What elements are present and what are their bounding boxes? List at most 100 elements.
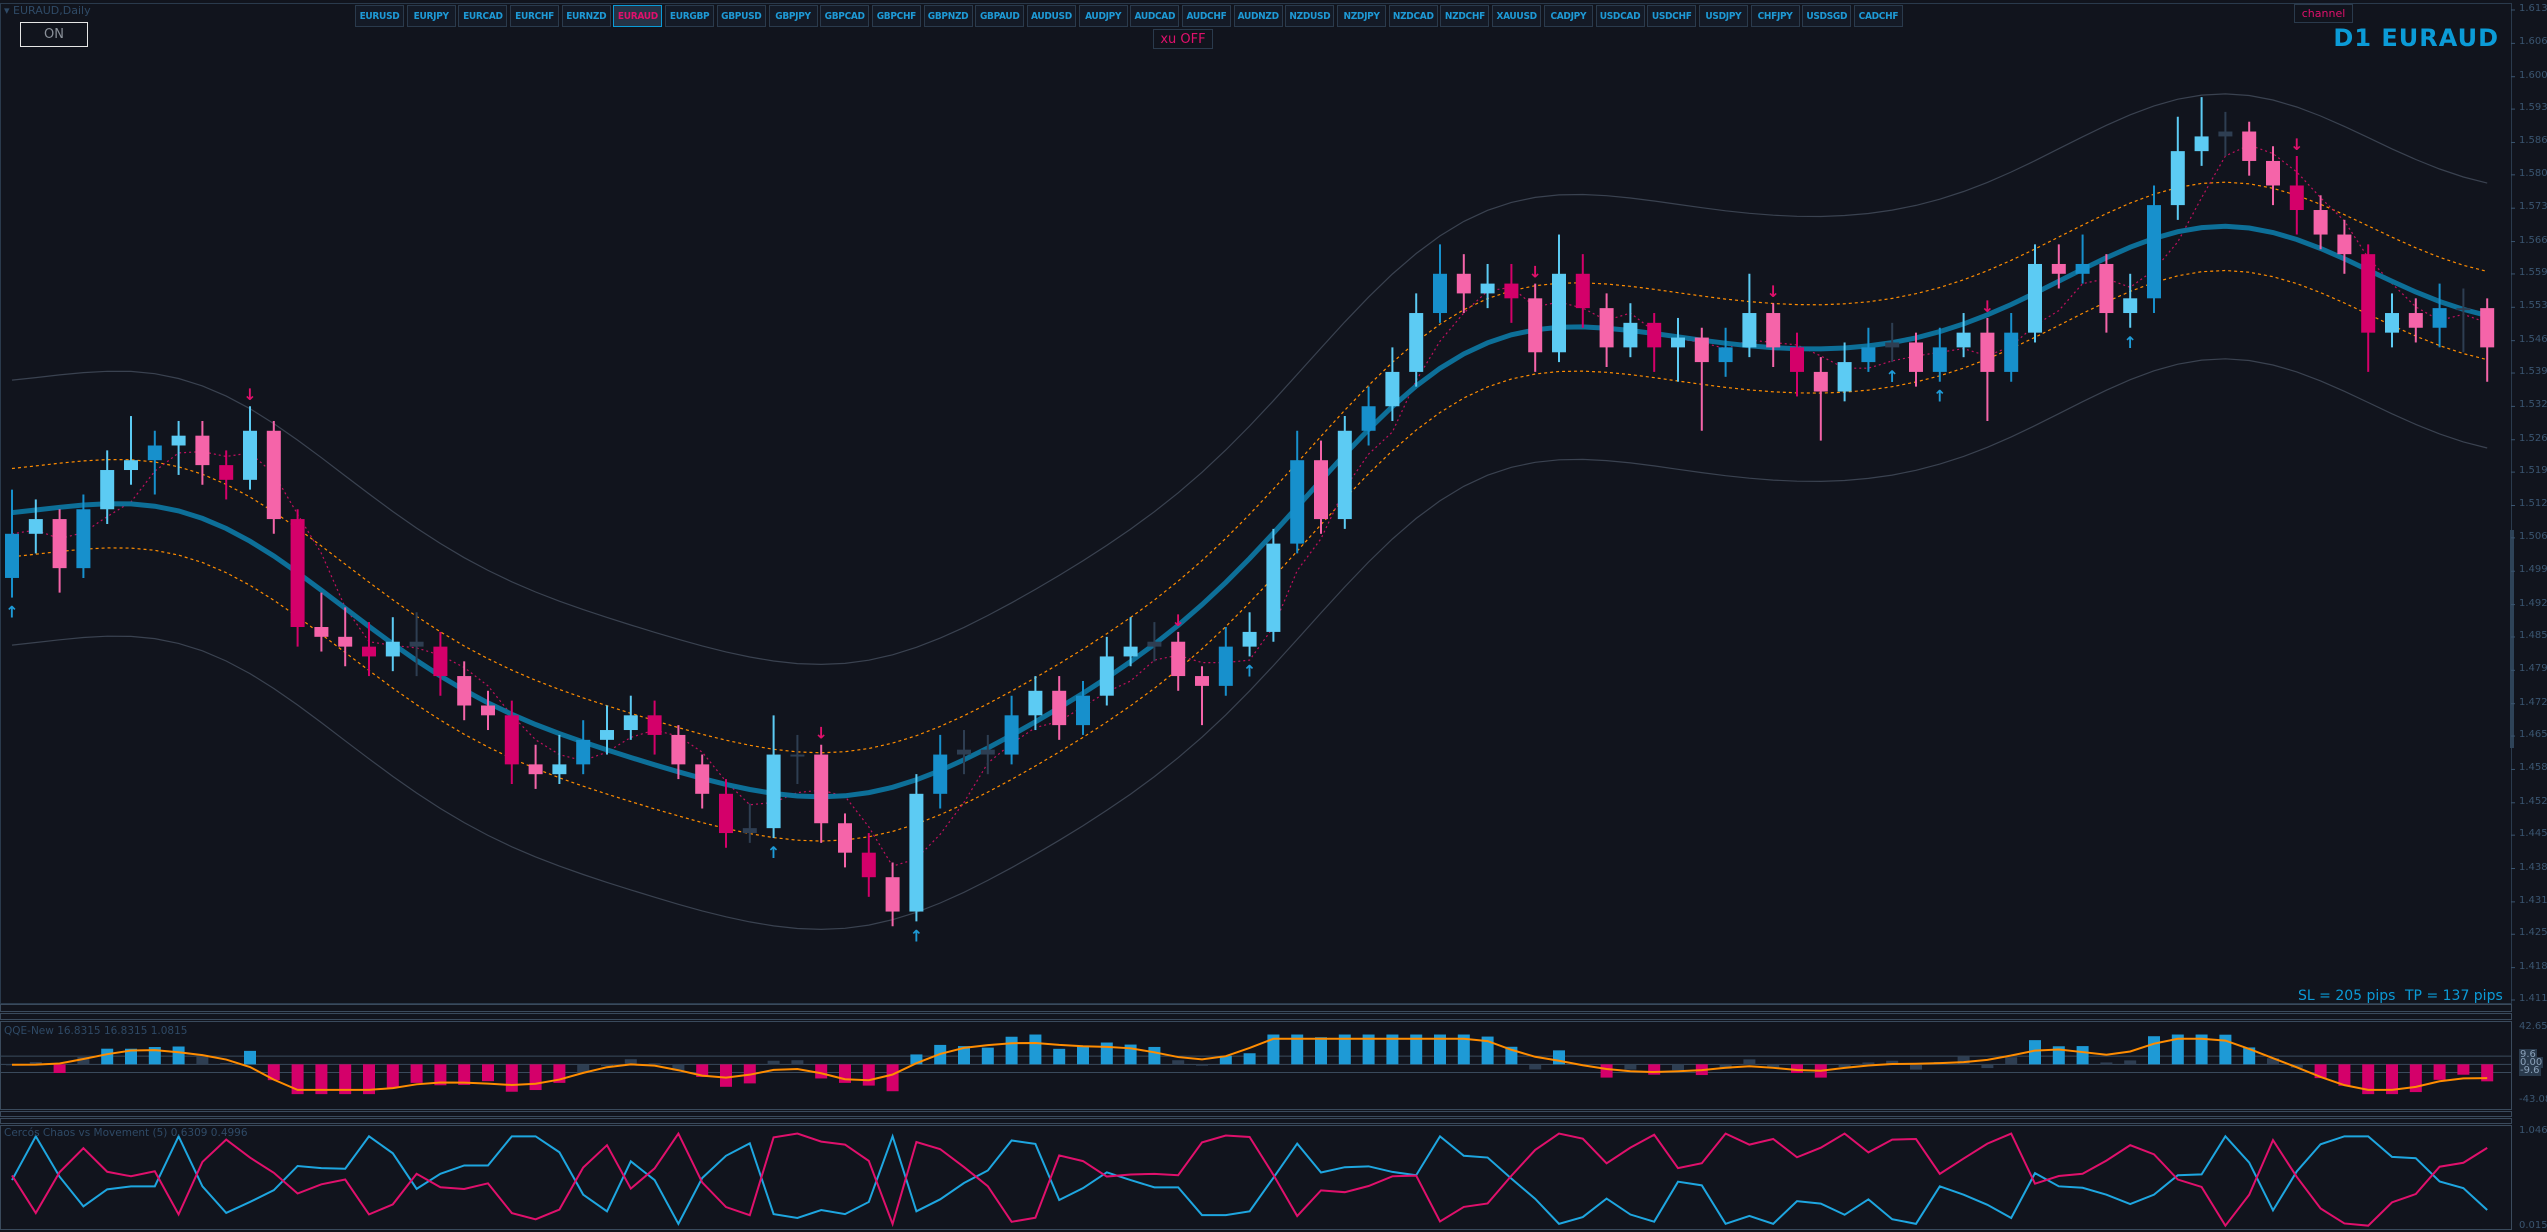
candle-body — [790, 754, 805, 757]
up-arrow-icon: ↑ — [910, 926, 923, 945]
price-tick-label: 1.43197 — [2519, 894, 2547, 906]
chart-title-text: EURAUD,Daily — [13, 4, 91, 17]
symbol-button-eurjpy[interactable]: EURJPY — [406, 5, 456, 27]
qqe-histogram-bar — [1672, 1064, 1684, 1071]
qqe-histogram-bar — [1077, 1045, 1089, 1065]
symbol-button-cadchf[interactable]: CADCHF — [1853, 5, 1903, 27]
symbol-button-nzdusd[interactable]: NZDUSD — [1285, 5, 1335, 27]
candle-body — [1790, 347, 1804, 372]
symbol-button-gbpusd[interactable]: GBPUSD — [716, 5, 766, 27]
price-tick-label: 1.58017 — [2519, 167, 2547, 179]
price-tick-label: 1.55997 — [2519, 266, 2547, 278]
symbol-bar: EURUSD EURJPY EURCAD EURCHF EURNZD EURAUD EURG… — [355, 5, 1906, 27]
qqe-histogram-bar — [2338, 1064, 2351, 1086]
symbol-button-eurnzd[interactable]: EURNZD — [561, 5, 611, 27]
candle-body — [1837, 362, 1852, 392]
on-button[interactable]: ON — [20, 22, 88, 47]
qqe-histogram-bar — [1791, 1064, 1803, 1074]
symbol-button-nzdchf[interactable]: NZDCHF — [1440, 5, 1490, 27]
symbol-button-gbpchf[interactable]: GBPCHF — [871, 5, 921, 27]
candle-body — [742, 828, 757, 834]
symbol-button-audjpy[interactable]: AUDJPY — [1078, 5, 1128, 27]
qqe-histogram-bar — [2195, 1034, 2208, 1065]
qqe-histogram-bar — [2029, 1040, 2041, 1065]
candle-body — [290, 519, 305, 628]
candle-body — [1718, 347, 1733, 363]
qqe-histogram-bar — [244, 1050, 256, 1065]
symbol-button-nzdcad[interactable]: NZDCAD — [1388, 5, 1438, 27]
candle-body — [528, 764, 543, 775]
symbol-button-audusd[interactable]: AUDUSD — [1026, 5, 1076, 27]
qqe-tick-label: 9.6 — [2519, 1049, 2537, 1061]
candle-body — [314, 627, 329, 637]
scroll-thumb[interactable] — [2510, 530, 2514, 748]
symbol-button-usdjpy[interactable]: USDJPY — [1698, 5, 1748, 27]
qqe-histogram-bar — [1529, 1064, 1542, 1070]
candle-body — [266, 430, 281, 520]
down-arrow-icon: ↓ — [1766, 282, 1779, 301]
qqe-histogram-bar — [1838, 1064, 1851, 1068]
chart-title: ▾ EURAUD,Daily — [4, 4, 91, 17]
candle-body — [1123, 646, 1138, 657]
symbol-button-euraud[interactable]: EURAUD — [613, 5, 663, 27]
lower-outer-band — [11, 358, 2488, 931]
candle-body — [861, 852, 876, 878]
up-arrow-icon: ↑ — [5, 603, 18, 622]
symbol-button-audchf[interactable]: AUDCHF — [1182, 5, 1231, 27]
qqe-histogram-bar — [648, 1063, 661, 1065]
symbol-button-audnzd[interactable]: AUDNZD — [1233, 5, 1283, 27]
up-arrow-icon: ↑ — [2123, 333, 2136, 352]
qqe-histogram-bar — [767, 1060, 780, 1065]
candle-body — [385, 641, 400, 657]
symbol-button-eurcad[interactable]: EURCAD — [458, 5, 508, 27]
symbol-button-usdchf[interactable]: USDCHF — [1647, 5, 1697, 27]
qqe-level-label: 0.00 — [2519, 1057, 2544, 1069]
candle-body — [838, 823, 852, 853]
qqe-histogram-bar — [1719, 1064, 1732, 1069]
chaos-tick-label: 0.0156 — [2519, 1220, 2547, 1231]
symbol-button-gbpaud[interactable]: GBPAUD — [975, 5, 1025, 27]
symbol-button-cadjpy[interactable]: CADJPY — [1543, 5, 1593, 27]
candle-body — [1028, 690, 1043, 716]
price-tick-label: 1.43877 — [2519, 861, 2547, 873]
qqe-histogram-bar — [696, 1064, 709, 1077]
candle-body — [1552, 273, 1566, 353]
price-tick-label: 1.42537 — [2519, 927, 2547, 939]
price-tick-label: 1.44557 — [2519, 828, 2547, 840]
qqe-histogram-bar — [2481, 1064, 2494, 1082]
qqe-histogram-bar — [1886, 1060, 1899, 1065]
price-tick-label: 1.51277 — [2519, 498, 2547, 510]
candle-body — [2099, 263, 2114, 314]
upper-outer-band — [11, 93, 2488, 666]
symbol-button-nzdjpy[interactable]: NZDJPY — [1337, 5, 1387, 27]
qqe-histogram-bar — [77, 1057, 90, 1065]
symbol-button-gbpjpy[interactable]: GBPJPY — [768, 5, 818, 27]
xu-off-button[interactable]: xu OFF — [1153, 29, 1213, 49]
symbol-button-eurusd[interactable]: EURUSD — [355, 5, 404, 27]
candle-body — [1504, 283, 1519, 299]
symbol-button-usdcad[interactable]: USDCAD — [1595, 5, 1645, 27]
candle-body — [1195, 676, 1209, 686]
down-arrow-icon: ↓ — [1171, 611, 1184, 630]
symbol-button-audcad[interactable]: AUDCAD — [1130, 5, 1180, 27]
candle-body — [2123, 298, 2138, 314]
symbol-button-eurgbp[interactable]: EURGBP — [665, 5, 715, 27]
candle-body — [5, 533, 19, 578]
price-tick-label: 1.47917 — [2519, 663, 2547, 675]
price-tick-label: 1.59357 — [2519, 102, 2547, 114]
stop-loss-label: SL = 205 pips — [2298, 988, 2396, 1004]
symbol-button-usdsgd[interactable]: USDSGD — [1802, 5, 1852, 27]
symbol-button-gbpcad[interactable]: GBPCAD — [820, 5, 870, 27]
symbol-button-chfjpy[interactable]: CHFJPY — [1750, 5, 1800, 27]
candle-body — [243, 430, 257, 480]
candle-body — [1076, 695, 1090, 726]
up-arrow-icon: ↑ — [1243, 661, 1256, 680]
candle-body — [1052, 690, 1067, 726]
symbol-button-eurchf[interactable]: EURCHF — [510, 5, 560, 27]
symbol-button-gbpnzd[interactable]: GBPNZD — [923, 5, 973, 27]
channel-button[interactable]: channel — [2294, 4, 2353, 23]
separator — [0, 1111, 2512, 1117]
qqe-histogram-bar — [2433, 1064, 2446, 1080]
symbol-button-xauusd[interactable]: XAUUSD — [1492, 5, 1542, 27]
